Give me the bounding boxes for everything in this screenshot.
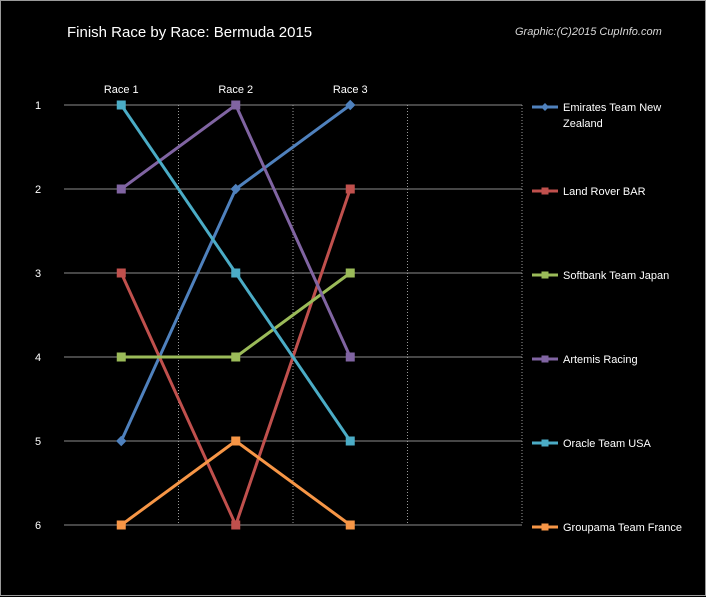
data-point: [116, 184, 126, 194]
data-point: [231, 436, 241, 446]
legend-item: Land Rover BAR: [532, 186, 646, 198]
data-point: [345, 352, 355, 362]
legend-item: Artemis Racing: [532, 354, 638, 366]
series-2: [116, 268, 355, 362]
chart-credit: Graphic:(C)2015 CupInfo.com: [515, 26, 662, 38]
data-point: [116, 435, 127, 447]
data-point: [231, 352, 241, 362]
data-point: [116, 352, 126, 362]
legend-swatch-marker: [541, 187, 549, 195]
x-tick-label: Race 3: [333, 84, 368, 96]
legend-label: Artemis Racing: [563, 354, 638, 366]
legend-swatch-marker: [541, 271, 549, 279]
y-tick-label: 6: [35, 520, 41, 532]
legend-item: Softbank Team Japan: [532, 270, 669, 282]
legend: Emirates Team New Zealand Land Rover BAR So…: [532, 102, 682, 534]
legend-label: Emirates Team New Zealand: [563, 102, 661, 130]
series-5: [116, 436, 355, 530]
legend-label: Oracle Team USA: [563, 438, 651, 450]
series-line: [120, 103, 352, 358]
legend-item: Emirates Team New Zealand: [532, 102, 661, 130]
legend-swatch-marker: [541, 439, 549, 447]
legend-label: Softbank Team Japan: [563, 270, 669, 282]
data-point: [345, 184, 355, 194]
data-point: [345, 436, 355, 446]
legend-label: Groupama Team France: [563, 522, 682, 534]
data-point: [231, 268, 241, 278]
data-point: [231, 100, 241, 110]
data-point: [345, 268, 355, 278]
data-point: [116, 268, 126, 278]
legend-swatch-marker: [541, 523, 549, 531]
series-3: [116, 100, 355, 362]
legend-item: Groupama Team France: [532, 522, 682, 534]
data-point: [116, 100, 126, 110]
series-lines: [116, 99, 356, 530]
legend-label: Land Rover BAR: [563, 186, 646, 198]
x-tick-label: Race 1: [104, 84, 139, 96]
x-tick-label: Race 2: [218, 84, 253, 96]
data-point: [231, 520, 241, 530]
data-point: [116, 520, 126, 530]
legend-swatch-marker: [541, 355, 549, 363]
chart-title: Finish Race by Race: Bermuda 2015: [67, 24, 312, 41]
y-tick-label: 1: [35, 100, 41, 112]
data-point: [345, 520, 355, 530]
y-tick-label: 5: [35, 436, 41, 448]
legend-item: Oracle Team USA: [532, 438, 651, 450]
data-point: [230, 183, 241, 195]
y-tick-label: 2: [35, 184, 41, 196]
y-tick-label: 4: [35, 352, 41, 364]
series-line: [120, 439, 352, 527]
y-axis-ticks: 1 2 3 4 5 6: [35, 100, 41, 532]
data-point: [345, 99, 356, 111]
legend-swatch-marker: [541, 103, 549, 111]
y-tick-label: 3: [35, 268, 41, 280]
x-axis-ticks: Race 1 Race 2 Race 3: [104, 84, 368, 96]
series-4: [116, 100, 355, 446]
